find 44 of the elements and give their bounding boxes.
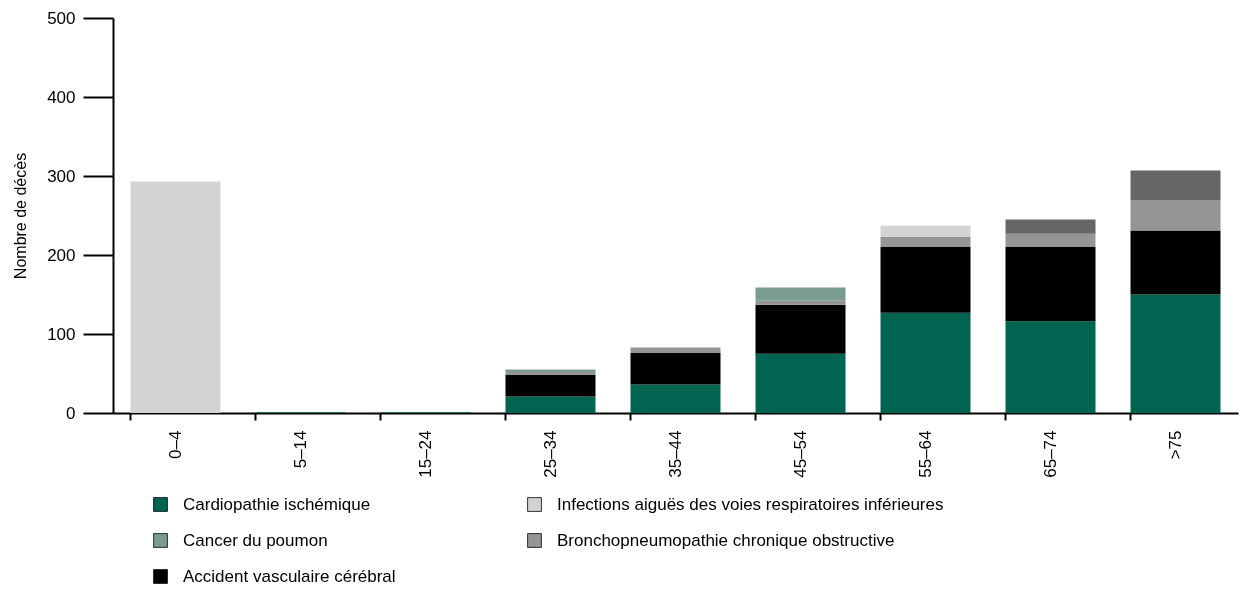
bar <box>1130 170 1221 201</box>
x-tick-label: 65–74 <box>1040 430 1060 478</box>
bar <box>1130 294 1221 413</box>
x-tick-label: 55–64 <box>915 430 935 478</box>
y-tick-label: 500 <box>47 8 76 28</box>
x-tick-label: 25–34 <box>540 430 560 478</box>
legend-label: Infections aiguës des voies respiratoires inférieures <box>557 494 944 514</box>
y-tick-label: 400 <box>47 87 76 107</box>
x-tick-label: 35–44 <box>665 430 685 478</box>
bar <box>755 304 846 354</box>
x-tick-label: 5–14 <box>290 430 310 469</box>
x-tick-label: >75 <box>1165 430 1185 460</box>
bar <box>505 371 596 376</box>
y-tick-label: 200 <box>47 245 76 265</box>
bar <box>880 236 971 248</box>
bar <box>755 300 846 305</box>
bar <box>505 396 596 413</box>
bar <box>130 181 221 413</box>
x-tick-label: 15–24 <box>415 430 435 478</box>
bar <box>880 312 971 413</box>
bar <box>630 352 721 385</box>
x-tick-label: 0–4 <box>165 430 185 459</box>
legend-label: Cancer du poumon <box>183 530 328 550</box>
bar <box>1005 233 1096 248</box>
y-tick-label: 100 <box>47 324 76 344</box>
bar <box>1130 200 1221 231</box>
bar <box>880 247 971 313</box>
bar <box>1005 247 1096 322</box>
x-tick-label: 45–54 <box>790 430 810 478</box>
legend-label: Cardiopathie ischémique <box>183 494 371 514</box>
y-tick-label: 0 <box>66 403 76 423</box>
bar <box>1005 321 1096 413</box>
legend-label: Bronchopneumopathie chronique obstructive <box>557 530 895 550</box>
bar <box>630 347 721 353</box>
bar <box>630 384 721 413</box>
legend-label: Accident vasculaire cérébral <box>183 566 396 586</box>
bar <box>1130 230 1221 295</box>
bar <box>755 353 846 413</box>
bar <box>880 225 971 237</box>
y-axis-title: Nombre de décès <box>12 152 30 280</box>
bar <box>1005 219 1096 234</box>
bar <box>505 375 596 397</box>
bar <box>755 287 846 301</box>
y-tick-label: 300 <box>47 166 76 186</box>
